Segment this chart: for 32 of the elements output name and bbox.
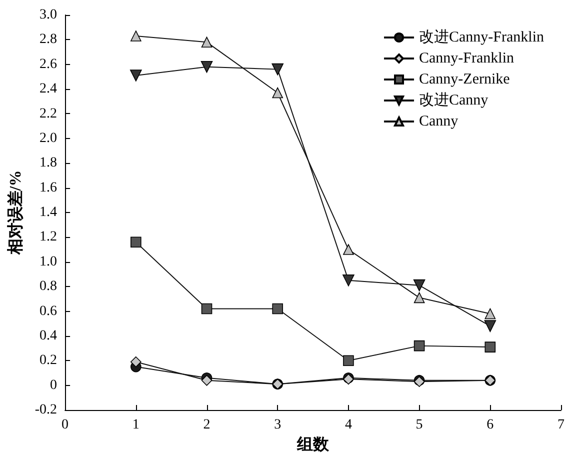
y-tick-label: 2.0	[40, 130, 58, 146]
y-tick-label: 3.0	[40, 8, 58, 22]
y-tick-label: 1.0	[40, 254, 58, 270]
legend-label: Canny-Franklin	[419, 50, 514, 66]
x-tick-label: 1	[132, 418, 140, 432]
y-tick-label: 2.2	[40, 106, 58, 122]
x-tick-label: 3	[274, 418, 282, 432]
x-axis-title: 组数	[296, 435, 330, 454]
y-tick-label: 0	[50, 378, 58, 393]
x-tick-label: 2	[203, 418, 210, 432]
y-tick-label: 1.8	[40, 156, 58, 171]
x-tick-label: 7	[558, 418, 564, 432]
y-tick-label: 0.2	[40, 353, 58, 368]
legend-label: 改进Canny	[419, 92, 489, 108]
y-tick-label: 1.4	[40, 205, 58, 220]
legend-label: Canny	[419, 114, 459, 130]
y-tick-label: 1.2	[40, 230, 58, 245]
x-tick-label: 6	[486, 418, 494, 432]
x-tick-label: 5	[416, 418, 423, 432]
legend-label: Canny-Zernike	[419, 72, 510, 88]
x-tick-label: 4	[344, 418, 352, 432]
y-tick-label: -0.2	[34, 402, 58, 418]
y-tick-label: 0.4	[40, 328, 58, 344]
y-tick-label: 0.8	[40, 279, 58, 294]
y-tick-label: 0.6	[40, 304, 58, 319]
y-tick-label: 2.8	[40, 32, 58, 48]
y-tick-label: 2.4	[40, 82, 58, 97]
x-tick-label: 0	[62, 418, 69, 432]
y-tick-label: 2.6	[40, 56, 58, 72]
y-tick-label: 1.6	[40, 180, 58, 196]
legend-label: 改进Canny-Franklin	[419, 28, 544, 46]
y-axis-title: 相对误差/%	[6, 170, 24, 256]
